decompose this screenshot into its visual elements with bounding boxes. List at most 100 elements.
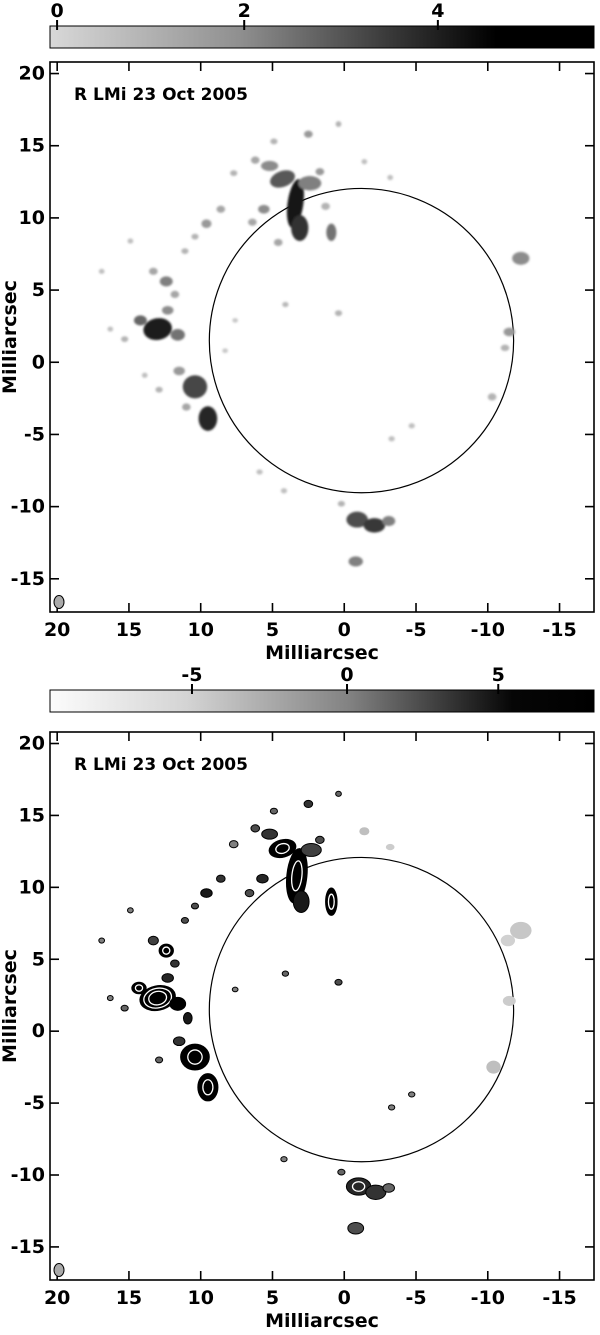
y-tick-label: -15 — [11, 568, 45, 590]
maser-spot — [159, 276, 173, 287]
maser-spot — [172, 1036, 186, 1047]
maser-spot — [141, 372, 148, 378]
maser-spot — [216, 205, 226, 213]
maser-spot — [388, 436, 395, 442]
x-tick-label: -5 — [405, 619, 426, 641]
maser-spot — [359, 827, 370, 836]
maser-spot — [291, 215, 309, 242]
ring-fit-circle — [208, 856, 515, 1163]
maser-spot — [269, 807, 279, 815]
maser-spot — [281, 970, 290, 977]
maser-spot — [106, 995, 114, 1002]
maser-spot — [408, 423, 415, 429]
beam-ellipse — [53, 1263, 65, 1277]
maser-spot — [198, 406, 218, 431]
maser-spot — [280, 1156, 288, 1163]
x-tick-label: 10 — [187, 619, 213, 641]
maser-spot — [250, 156, 260, 164]
x-tick-label: -5 — [405, 1287, 426, 1309]
maser-spot — [268, 838, 297, 859]
maser-spot — [120, 1004, 129, 1012]
x-tick-label: -10 — [471, 619, 505, 641]
colorbar-tick-label: 4 — [431, 0, 444, 22]
x-axis-title: Milliarcsec — [265, 642, 379, 660]
y-tick-label: 15 — [19, 804, 45, 826]
maser-spot-contour — [351, 1181, 366, 1192]
y-tick-label: 5 — [32, 948, 45, 970]
maser-spot — [500, 934, 516, 947]
x-tick-label: -15 — [542, 1287, 576, 1309]
y-tick-label: 20 — [19, 63, 45, 85]
ring-fit-circle — [208, 187, 515, 494]
maser-spot — [334, 978, 343, 986]
maser-spot — [337, 500, 345, 507]
maser-spot — [231, 986, 239, 993]
y-tick-label: 0 — [32, 1020, 45, 1042]
maser-spot — [315, 835, 325, 844]
maser-spot — [127, 907, 134, 914]
maser-spot — [182, 403, 191, 411]
y-tick-label: -5 — [24, 423, 45, 445]
maser-spot — [256, 873, 269, 884]
x-tick-label: 0 — [338, 619, 351, 641]
maser-spot — [230, 170, 238, 177]
maser-spot — [300, 842, 322, 857]
maser-spot — [169, 996, 187, 1011]
maser-spot — [270, 138, 278, 145]
maser-spot — [258, 204, 270, 214]
colorbar-tick-label: 0 — [50, 0, 63, 22]
colorbar-tick-label: 5 — [492, 664, 505, 686]
maser-spot-contour — [148, 990, 168, 1006]
y-tick-label: 10 — [19, 876, 45, 898]
maser-spot — [190, 902, 200, 910]
maser-spot — [273, 238, 283, 247]
maser-spot — [181, 248, 189, 254]
maser-spot — [502, 995, 516, 1006]
x-tick-label: -10 — [471, 1287, 505, 1309]
maser-spot — [365, 1184, 387, 1200]
maser-spot — [200, 888, 213, 898]
maser-spot — [385, 843, 395, 851]
maser-spot — [315, 168, 325, 176]
maser-spot — [334, 310, 343, 317]
maser-spot — [261, 828, 279, 840]
maser-spot-contour — [143, 987, 173, 1009]
panel-velocity-map: -5 0 5 20 15 10 5 0 -5 -10 -15 20 15 10 5 0 -5 -10 -15 Mill… — [0, 664, 595, 1332]
panel-intensity-map: 0 2 4 20 15 10 5 0 -5 -10 -15 20 15 10 5 0 -5 -10 -15 Milli… — [0, 0, 595, 660]
x-tick-label: 15 — [116, 1287, 142, 1309]
maser-spot — [143, 318, 172, 341]
maser-spot — [133, 315, 147, 326]
maser-spot — [486, 1060, 501, 1074]
maser-spot — [201, 219, 212, 229]
maser-spot — [512, 251, 530, 265]
maser-spot — [510, 921, 532, 940]
y-axis-title: Milliarcsec — [0, 949, 21, 1063]
maser-spot — [503, 327, 516, 337]
maser-spot — [487, 393, 497, 401]
maser-spot — [280, 488, 288, 494]
maser-spot — [347, 1221, 365, 1235]
maser-spot — [149, 267, 158, 275]
maser-spot — [337, 1168, 346, 1176]
maser-spot — [154, 1056, 164, 1064]
maser-spot — [256, 469, 263, 475]
y-tick-label: -10 — [11, 496, 45, 518]
colorbar-tick-label: 2 — [238, 0, 251, 22]
x-tick-label: 5 — [266, 619, 279, 641]
plot-frame — [49, 731, 595, 1281]
maser-spot — [292, 890, 310, 914]
x-axis-title: Milliarcsec — [265, 1310, 379, 1332]
maser-spot — [155, 386, 163, 393]
maser-spot — [107, 326, 114, 332]
x-tick-label: 20 — [44, 619, 70, 641]
maser-spot — [161, 973, 174, 983]
maser-spot — [270, 170, 295, 188]
maser-spot-contour — [202, 1079, 214, 1096]
maser-spot — [173, 366, 185, 376]
maser-spot — [282, 301, 289, 308]
maser-spot — [321, 202, 330, 210]
maser-spot-contour — [134, 984, 144, 992]
maser-spot — [222, 348, 228, 354]
maser-spot — [170, 290, 180, 299]
